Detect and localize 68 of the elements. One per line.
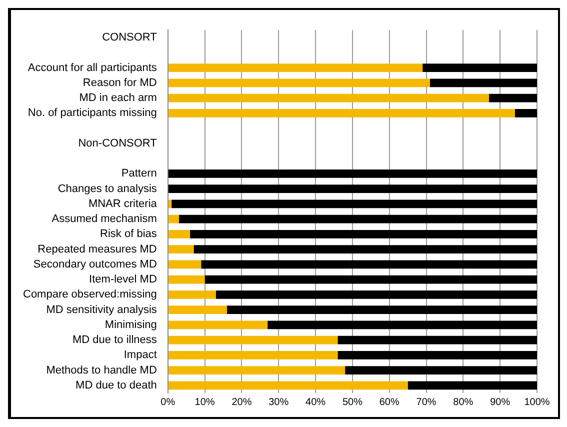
x-tick-label: 40% bbox=[306, 396, 326, 408]
x-tick-label: 20% bbox=[232, 396, 252, 408]
x-tick-label: 0% bbox=[160, 396, 176, 408]
bar bbox=[168, 275, 205, 284]
bar bbox=[168, 109, 515, 118]
y-tick-label: No. of participants missing bbox=[28, 107, 157, 120]
bar bbox=[168, 381, 408, 390]
bar bbox=[178, 214, 537, 224]
bar bbox=[168, 170, 537, 178]
bar bbox=[345, 366, 537, 374]
bar bbox=[168, 351, 338, 360]
y-tick-label: CONSORT bbox=[102, 32, 158, 44]
bar bbox=[201, 260, 537, 269]
bar bbox=[408, 381, 537, 390]
y-tick-label: MD due to illness bbox=[72, 334, 158, 346]
bar bbox=[172, 200, 537, 208]
x-tick-label: 70% bbox=[416, 396, 436, 408]
bar bbox=[338, 336, 537, 344]
y-tick-label: MD sensitivity analysis bbox=[46, 304, 158, 316]
x-tick-label: 90% bbox=[490, 396, 510, 408]
bar bbox=[226, 306, 537, 314]
y-tick-label: Secondary outcomes MD bbox=[33, 258, 157, 270]
y-tick-label: Risk of bias bbox=[100, 228, 158, 240]
bar bbox=[168, 184, 537, 193]
y-tick-label: Compare observed:missing bbox=[23, 288, 157, 301]
y-tick-label: Repeated measures MD bbox=[38, 243, 157, 256]
bar bbox=[168, 94, 490, 102]
bar bbox=[168, 200, 172, 208]
x-tick-label: 100% bbox=[524, 396, 550, 408]
bar bbox=[338, 351, 537, 360]
y-tick-label: Account for all participants bbox=[28, 62, 158, 74]
bar bbox=[268, 320, 537, 330]
x-tick-label: 50% bbox=[342, 396, 363, 408]
x-tick-label: 10% bbox=[194, 396, 215, 408]
bar bbox=[168, 260, 202, 269]
y-tick-label: Assumed mechanism bbox=[52, 213, 157, 226]
bar bbox=[168, 290, 216, 299]
bar bbox=[168, 306, 227, 314]
y-tick-label: MD in each arm bbox=[79, 92, 157, 104]
y-tick-label: Impact bbox=[124, 349, 157, 362]
bar bbox=[168, 245, 194, 254]
y-tick-label: MNAR criteria bbox=[88, 198, 158, 210]
y-tick-label: Methods to handle MD bbox=[46, 364, 157, 376]
bar bbox=[216, 290, 537, 299]
bar bbox=[168, 64, 423, 72]
bar bbox=[204, 275, 537, 284]
bar bbox=[190, 230, 537, 238]
bar bbox=[168, 320, 268, 330]
bar bbox=[430, 78, 537, 88]
bar bbox=[422, 64, 537, 72]
y-tick-label: Pattern bbox=[121, 168, 157, 180]
bar bbox=[168, 214, 179, 224]
y-tick-label: MD due to death bbox=[76, 379, 157, 392]
bar bbox=[514, 109, 537, 118]
bar bbox=[168, 366, 346, 374]
x-tick-label: 60% bbox=[379, 396, 400, 408]
y-tick-label: Non-CONSORT bbox=[78, 137, 158, 150]
y-tick-label: Minimising bbox=[104, 318, 157, 331]
x-tick-label: 80% bbox=[453, 396, 474, 408]
bar bbox=[489, 94, 537, 102]
bar bbox=[168, 78, 430, 88]
y-tick-label: Reason for MD bbox=[82, 76, 157, 89]
y-tick-label: Changes to analysis bbox=[58, 182, 158, 195]
y-tick-label: Item-level MD bbox=[89, 274, 157, 286]
x-tick-label: 30% bbox=[268, 396, 289, 408]
bar bbox=[194, 245, 537, 254]
bar bbox=[168, 230, 190, 238]
bar bbox=[168, 336, 338, 344]
